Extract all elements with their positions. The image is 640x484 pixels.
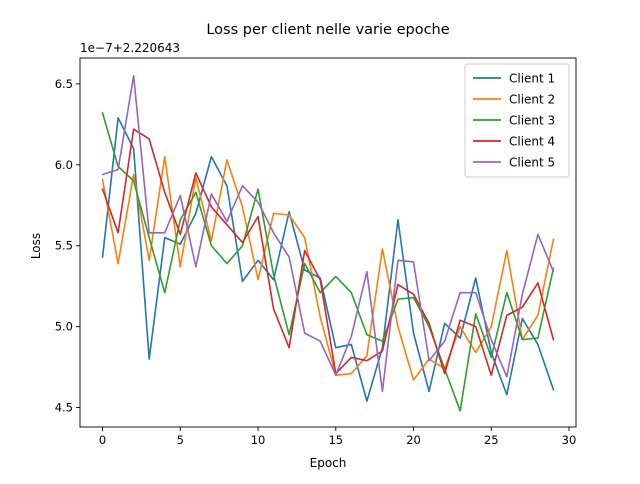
legend: Client 1 Client 2 Client 3 Client 4 Client 5 (464, 63, 570, 178)
legend-label-4: Client 4 (509, 135, 555, 149)
y-tick-label: 5.0 (55, 320, 73, 334)
x-tick-label: 20 (406, 433, 421, 447)
x-axis-ticks: 0 5 10 15 20 25 30 (99, 427, 576, 447)
legend-label-1: Client 1 (509, 72, 555, 86)
series-line-4 (101, 128, 555, 377)
chart-title: Loss per client nelle varie epoche (206, 22, 449, 38)
x-tick-label: 5 (177, 433, 184, 447)
legend-label-3: Client 3 (509, 114, 555, 128)
y-axis-ticks: 4.5 5.0 5.5 6.0 6.5 (55, 77, 80, 415)
series-line-3 (101, 112, 555, 412)
y-axis-label: Loss (29, 233, 43, 259)
plot-frame (79, 57, 577, 428)
x-axis-label: Epoch (310, 456, 347, 470)
y-tick-label: 4.5 (55, 401, 73, 415)
x-tick-label: 0 (99, 433, 106, 447)
legend-label-2: Client 2 (509, 93, 555, 107)
plot-area: 0 5 10 15 20 25 304.55.05.56.06.5 Client 1Clien… (55, 57, 577, 447)
legend-box (464, 63, 570, 178)
y-tick-label: 6.5 (55, 77, 73, 91)
x-tick-label: 25 (484, 433, 499, 447)
y-tick-label: 6.0 (55, 158, 73, 172)
legend-label-5: Client 5 (509, 156, 555, 170)
x-tick-label: 15 (328, 433, 343, 447)
y-tick-label: 5.5 (55, 239, 73, 253)
series-lines (101, 75, 555, 412)
x-tick-label: 10 (251, 433, 266, 447)
x-tick-label: 30 (562, 433, 577, 447)
series-line-2 (101, 155, 555, 381)
series-line-5 (101, 75, 555, 393)
y-axis-offset-label: 1e−7+2.220643 (80, 41, 180, 55)
